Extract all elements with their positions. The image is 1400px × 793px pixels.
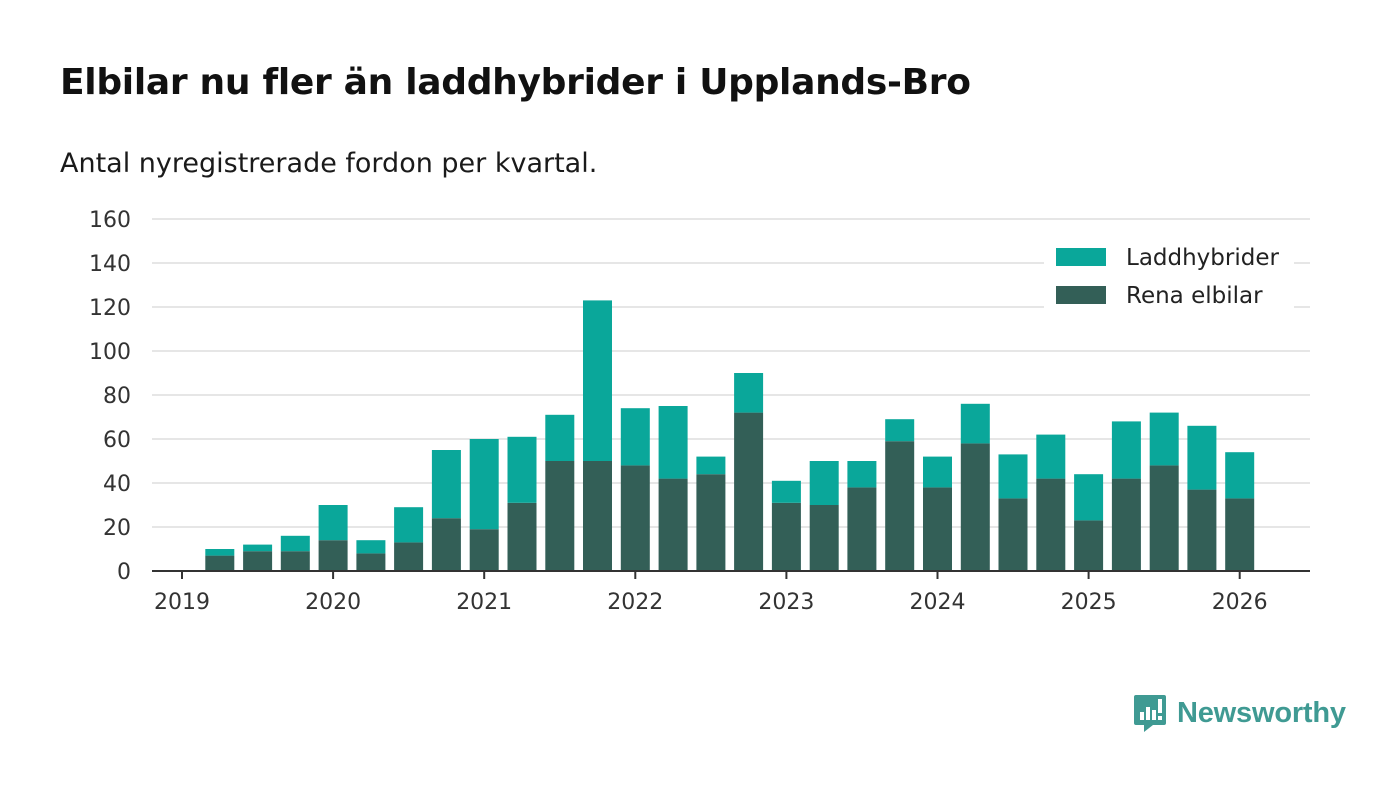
bar-rena-elbilar — [1187, 489, 1217, 571]
bar-laddhybrider — [1225, 452, 1255, 499]
bar-laddhybrider — [243, 544, 273, 552]
x-tick-label: 2019 — [154, 590, 210, 615]
bar-rena-elbilar — [658, 478, 688, 571]
bar-rena-elbilar — [318, 540, 348, 571]
bar-laddhybrider — [696, 456, 726, 475]
bar-laddhybrider — [394, 507, 424, 543]
bar-rena-elbilar — [583, 461, 612, 571]
bar-rena-elbilar — [243, 551, 273, 571]
bar-laddhybrider — [734, 373, 764, 413]
y-tick-label: 60 — [103, 428, 131, 453]
legend-label: Laddhybrider — [1126, 245, 1279, 271]
bar-rena-elbilar — [356, 553, 386, 571]
x-tick-label: 2025 — [1061, 590, 1117, 615]
bar-laddhybrider — [583, 300, 612, 461]
legend-swatch — [1056, 248, 1106, 266]
bar-laddhybrider — [507, 436, 537, 503]
bar-laddhybrider — [280, 535, 310, 552]
x-axis: 2019 2020 2021 2022 2023 2024 2025 2026 — [152, 570, 1310, 615]
bar-laddhybrider — [885, 419, 915, 442]
bar-laddhybrider — [205, 549, 235, 556]
bar-rena-elbilar — [885, 441, 915, 571]
legend-swatch — [1056, 286, 1106, 304]
bar-rena-elbilar — [734, 412, 764, 571]
bar-rena-elbilar — [507, 502, 537, 571]
y-tick-label: 80 — [103, 384, 131, 409]
bar-rena-elbilar — [847, 487, 877, 571]
bar-laddhybrider — [998, 454, 1028, 499]
bar-laddhybrider — [847, 461, 877, 488]
bar-laddhybrider — [1074, 474, 1104, 521]
bar-laddhybrider — [1111, 421, 1141, 479]
bar-laddhybrider — [318, 505, 348, 541]
brand-name: Newsworthy — [1177, 696, 1346, 729]
y-tick-label: 160 — [89, 208, 131, 233]
bar-laddhybrider — [809, 461, 839, 505]
y-tick-label: 100 — [89, 340, 131, 365]
bar-laddhybrider — [923, 456, 952, 488]
bar-rena-elbilar — [1149, 465, 1179, 571]
bar-laddhybrider — [1036, 434, 1066, 479]
x-tick-label: 2022 — [607, 590, 663, 615]
x-tick-label: 2024 — [910, 590, 966, 615]
bar-rena-elbilar — [960, 443, 990, 571]
y-axis: 0 20 40 60 80 100 120 140 160 — [89, 208, 131, 585]
bar-rena-elbilar — [809, 505, 839, 571]
newsworthy-brand: Newsworthy — [1133, 692, 1346, 734]
bar-laddhybrider — [469, 439, 499, 530]
x-tick-label: 2023 — [758, 590, 814, 615]
legend: Laddhybrider Rena elbilar — [1044, 236, 1294, 310]
bar-rena-elbilar — [545, 461, 575, 571]
bar-rena-elbilar — [696, 474, 726, 571]
bar-laddhybrider — [620, 408, 650, 466]
bar-laddhybrider — [1149, 412, 1179, 466]
bar-rena-elbilar — [431, 518, 461, 571]
bar-rena-elbilar — [1036, 478, 1066, 571]
newsworthy-logo-icon — [1134, 695, 1166, 732]
y-tick-label: 120 — [89, 296, 131, 321]
x-tick-label: 2026 — [1212, 590, 1268, 615]
bar-rena-elbilar — [923, 487, 952, 571]
bar-laddhybrider — [356, 540, 386, 554]
bar-rena-elbilar — [1074, 520, 1104, 571]
bar-rena-elbilar — [771, 502, 801, 571]
bar-rena-elbilar — [394, 542, 424, 571]
bar-rena-elbilar — [280, 551, 310, 571]
bar-laddhybrider — [658, 406, 688, 479]
bar-laddhybrider — [545, 414, 575, 461]
y-tick-label: 0 — [117, 560, 131, 585]
y-tick-label: 140 — [89, 252, 131, 277]
bar-laddhybrider — [431, 450, 461, 519]
legend-label: Rena elbilar — [1126, 283, 1263, 309]
chart-title: Elbilar nu fler än laddhybrider i Upplan… — [60, 62, 971, 103]
bar-laddhybrider — [1187, 425, 1217, 490]
y-tick-label: 40 — [103, 472, 131, 497]
bars — [205, 300, 1255, 571]
x-tick-label: 2021 — [456, 590, 512, 615]
bar-rena-elbilar — [469, 529, 499, 571]
bar-rena-elbilar — [1225, 498, 1255, 571]
bar-rena-elbilar — [998, 498, 1028, 571]
bar-laddhybrider — [960, 403, 990, 444]
bar-rena-elbilar — [205, 555, 235, 571]
bar-rena-elbilar — [1111, 478, 1141, 571]
bar-laddhybrider — [771, 480, 801, 503]
bar-rena-elbilar — [620, 465, 650, 571]
x-tick-label: 2020 — [305, 590, 361, 615]
y-tick-label: 20 — [103, 516, 131, 541]
chart-subtitle: Antal nyregistrerade fordon per kvartal. — [60, 148, 598, 179]
